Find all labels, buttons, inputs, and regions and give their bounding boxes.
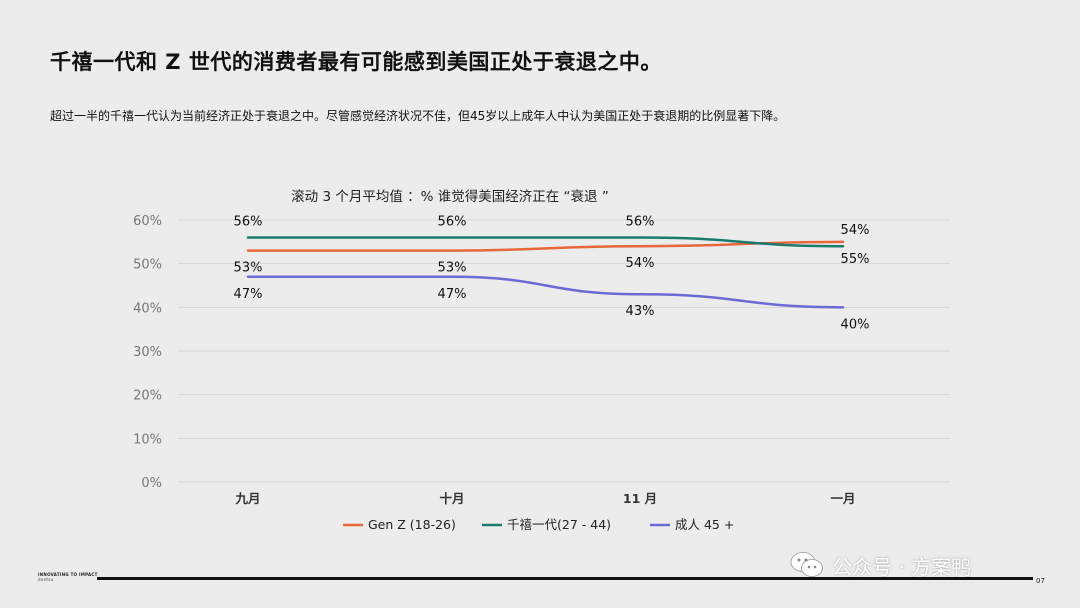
- legend-label: 千禧一代(27 - 44): [507, 517, 611, 532]
- x-axis-ticks: 九月 十月 11 月 一月: [234, 491, 855, 506]
- grid-lines: [178, 219, 950, 483]
- x-tick-label: 九月: [234, 491, 260, 506]
- x-tick-label: 11 月: [623, 491, 657, 506]
- legend: Gen Z (18-26) 千禧一代(27 - 44) 成人 45 +: [343, 517, 734, 532]
- data-label: 47%: [438, 287, 467, 302]
- y-tick-label: 30%: [133, 345, 162, 360]
- series-line: [246, 240, 845, 252]
- data-label: 55%: [841, 252, 870, 267]
- legend-label: 成人 45 +: [675, 517, 734, 532]
- data-label: 54%: [626, 256, 655, 271]
- y-tick-label: 10%: [133, 432, 162, 447]
- y-axis-ticks: 0% 10% 20% 30% 40% 50% 60%: [133, 214, 162, 491]
- data-label: 56%: [438, 214, 467, 229]
- footer-brand: INNOVATING TO IMPACT dentsu: [38, 572, 98, 582]
- data-label: 53%: [234, 261, 263, 276]
- data-label: 40%: [841, 317, 870, 332]
- data-label: 56%: [234, 214, 263, 229]
- y-tick-label: 0%: [141, 476, 162, 491]
- page-number: 07: [1036, 577, 1045, 585]
- footer-rule: [97, 577, 1033, 580]
- y-tick-label: 50%: [133, 258, 162, 273]
- series-line: [246, 275, 845, 309]
- page-title: 千禧一代和 Z 世代的消费者最有可能感到美国正处于衰退之中。: [50, 50, 662, 74]
- y-tick-label: 60%: [133, 214, 162, 229]
- data-labels: 53% 53% 54% 55% 56% 56% 56% 54% 47% 47% 43% 40%: [234, 214, 870, 332]
- watermark: 公众号 · 方案鸭: [790, 550, 971, 580]
- watermark-text: 公众号 · 方案鸭: [832, 554, 972, 579]
- data-label: 53%: [438, 261, 467, 276]
- data-label: 54%: [841, 223, 870, 238]
- data-label: 43%: [626, 304, 655, 319]
- page-subtitle: 超过一半的千禧一代认为当前经济正处于衰退之中。尽管感觉经济状况不佳，但45岁以上…: [50, 109, 786, 123]
- data-label: 56%: [626, 214, 655, 229]
- legend-label: Gen Z (18-26): [368, 517, 456, 532]
- wechat-icon: [790, 552, 823, 577]
- chart-title: 滚动 3 个月平均值 ：% 谁觉得美国经济正在 “衰退 ”: [291, 189, 609, 205]
- series-line: [246, 236, 845, 248]
- y-tick-label: 20%: [133, 389, 162, 404]
- series-lines: [246, 236, 845, 309]
- brand-line1: INNOVATING TO IMPACT: [38, 572, 98, 577]
- data-label: 47%: [234, 287, 263, 302]
- brand-line2: dentsu: [38, 577, 54, 582]
- x-tick-label: 一月: [830, 491, 855, 506]
- x-tick-label: 十月: [439, 491, 464, 506]
- y-tick-label: 40%: [133, 301, 162, 316]
